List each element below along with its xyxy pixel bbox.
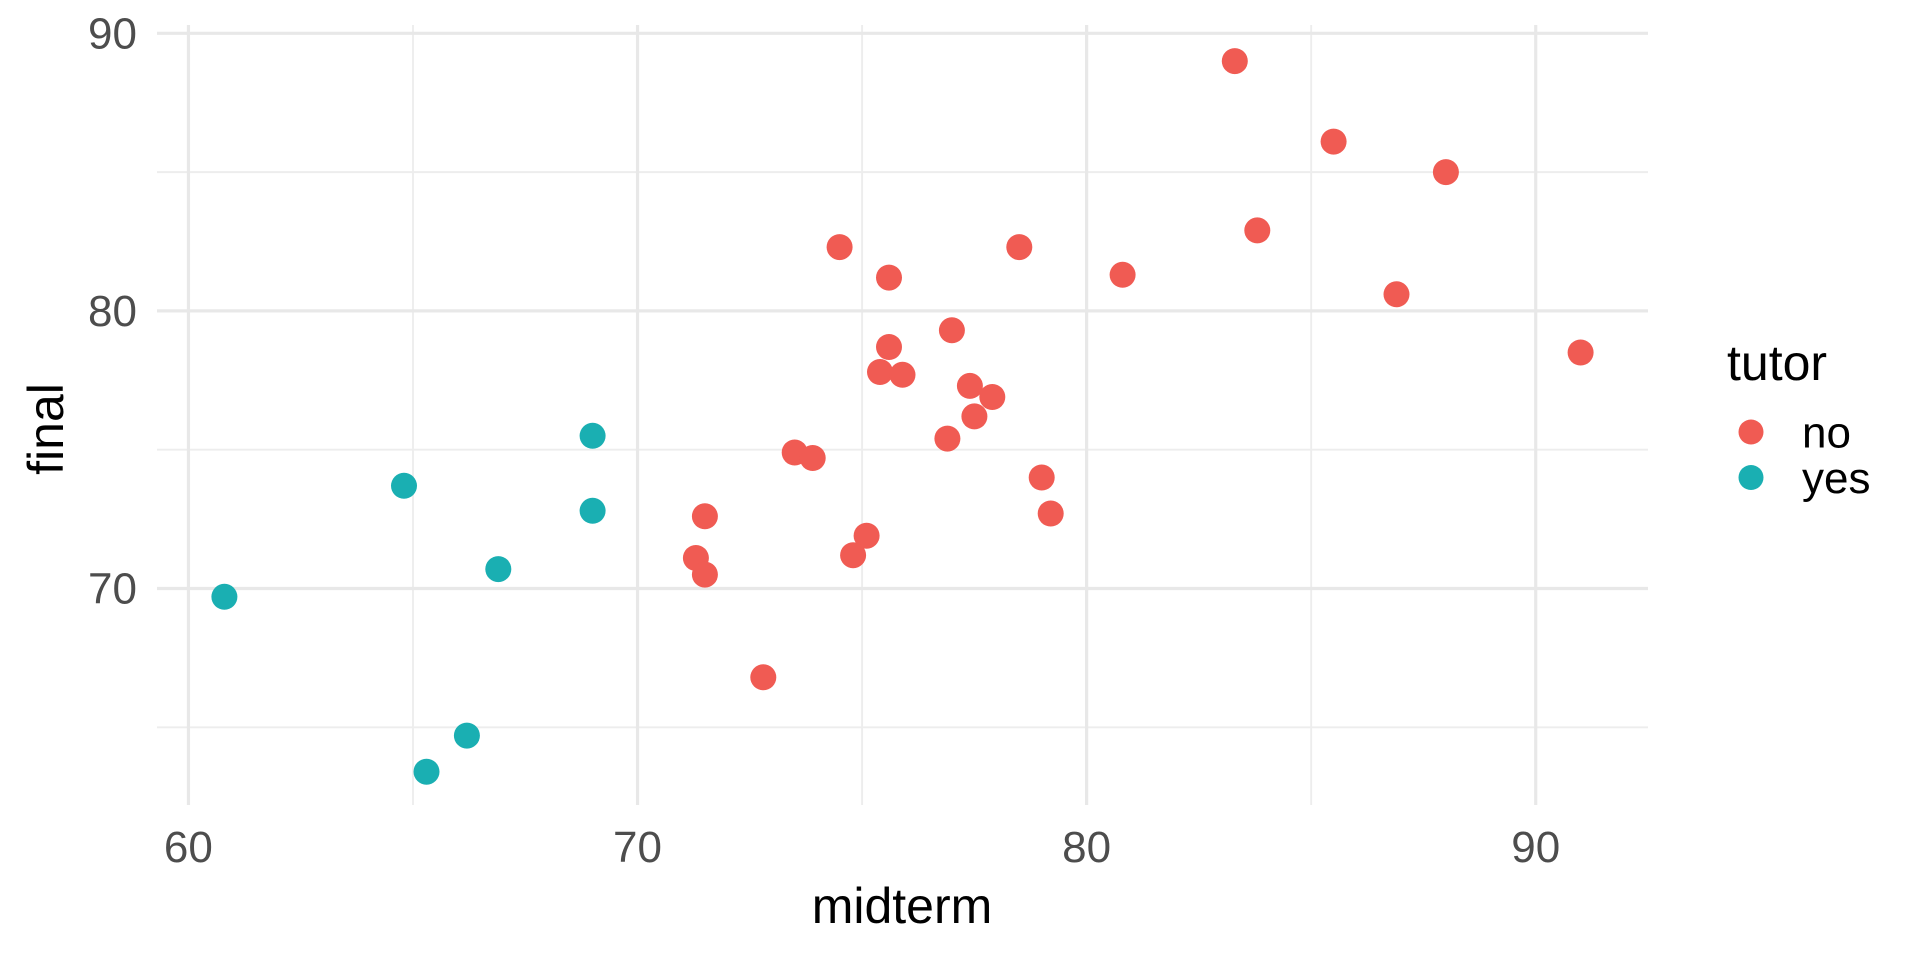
data-point-no xyxy=(938,317,965,344)
data-point-no xyxy=(1109,261,1136,288)
data-point-no xyxy=(867,359,893,385)
data-point-no xyxy=(1320,128,1347,155)
x-tick-label: 90 xyxy=(1511,823,1560,872)
data-point-no xyxy=(840,542,867,569)
data-point-no xyxy=(889,361,916,388)
y-tick-label: 80 xyxy=(88,287,137,336)
legend-title: tutor xyxy=(1727,335,1827,391)
data-point-yes xyxy=(485,556,512,583)
legend-label-yes: yes xyxy=(1802,454,1870,503)
data-point-yes xyxy=(579,422,606,449)
data-point-no xyxy=(979,384,1006,410)
x-tick-label: 60 xyxy=(164,823,213,872)
data-point-yes xyxy=(453,722,480,749)
data-point-no xyxy=(1432,159,1459,186)
data-point-yes xyxy=(391,472,417,499)
data-point-no xyxy=(799,445,826,471)
major-gridlines xyxy=(157,25,1648,805)
x-tick-label: 70 xyxy=(613,823,662,872)
data-point-no xyxy=(1037,500,1064,527)
x-tick-label: 80 xyxy=(1062,823,1111,872)
data-point-no xyxy=(934,425,961,452)
data-point-no xyxy=(691,503,718,530)
legend-key-no xyxy=(1738,419,1764,445)
data-point-no xyxy=(956,372,983,399)
data-point-no xyxy=(1567,339,1594,366)
data-point-no xyxy=(1383,281,1410,308)
data-point-no xyxy=(1006,234,1033,261)
y-axis-title: final xyxy=(18,383,74,475)
data-point-no xyxy=(691,561,718,588)
y-tick-label: 70 xyxy=(88,565,137,614)
data-points xyxy=(211,48,1594,785)
y-axis-tick-labels: 70 80 90 xyxy=(88,9,137,613)
data-point-no xyxy=(853,522,880,549)
data-point-no xyxy=(1244,217,1271,244)
data-point-no xyxy=(1028,464,1055,491)
data-point-no xyxy=(826,234,853,261)
data-point-yes xyxy=(413,758,440,785)
data-point-yes xyxy=(579,497,606,524)
legend-label-no: no xyxy=(1802,409,1851,458)
data-point-no xyxy=(1221,48,1248,75)
data-point-no xyxy=(876,264,902,291)
minor-gridlines xyxy=(157,25,1648,805)
data-point-no xyxy=(750,664,777,691)
x-axis-tick-labels: 60 70 80 90 xyxy=(164,823,1560,872)
legend-key-yes xyxy=(1738,465,1764,490)
data-point-no xyxy=(961,403,988,430)
y-tick-label: 90 xyxy=(88,9,137,58)
data-point-no xyxy=(876,334,902,360)
data-point-yes xyxy=(211,583,238,610)
x-axis-title: midterm xyxy=(812,878,993,934)
